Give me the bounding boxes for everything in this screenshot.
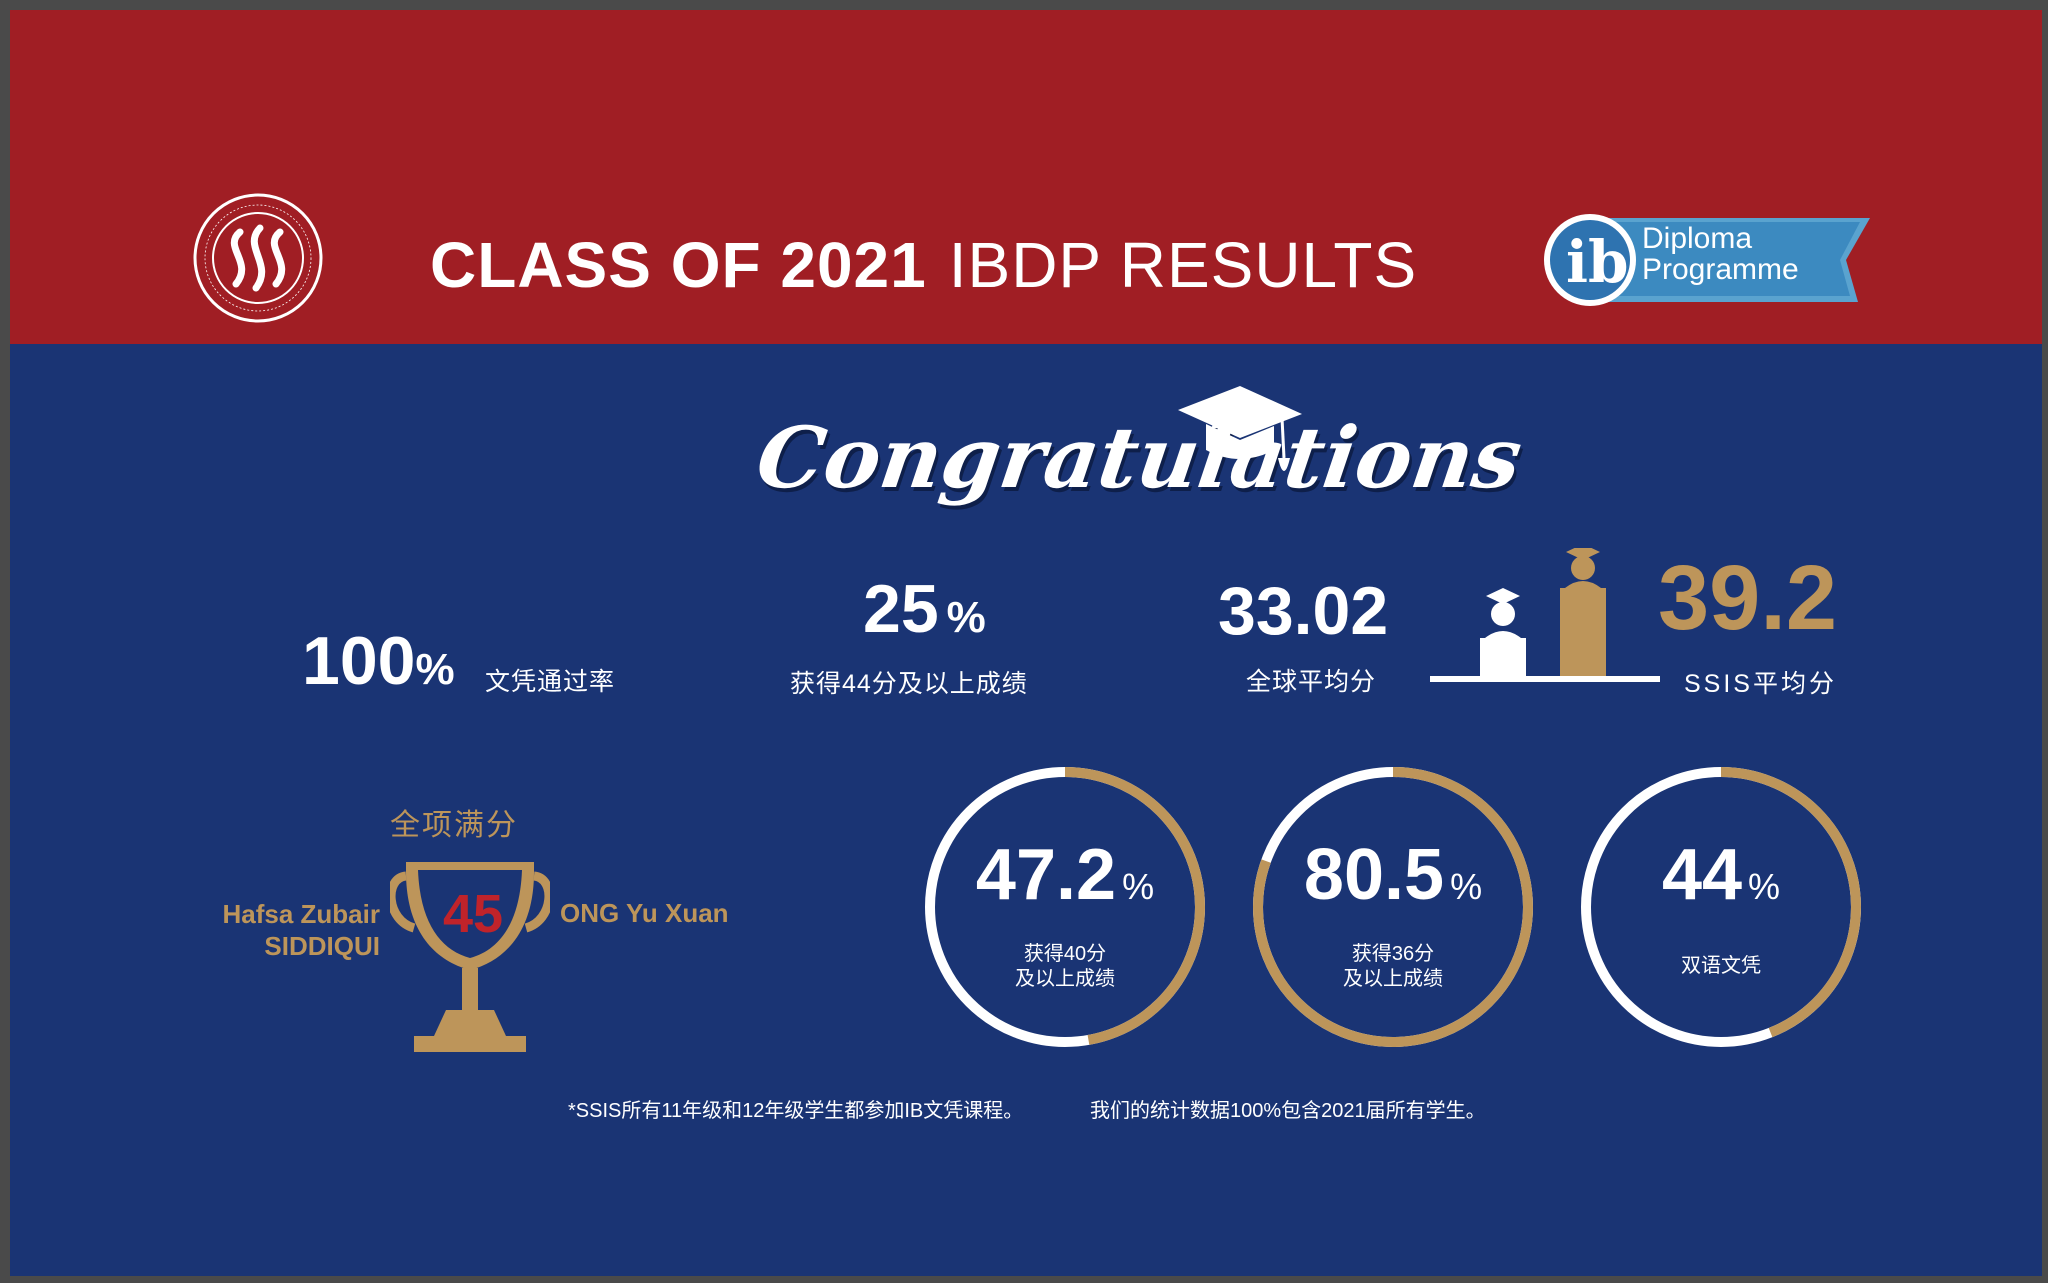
ring-label-2: 获得36分及以上成绩 (1248, 942, 1538, 992)
title-light: IBDP RESULTS (948, 229, 1418, 301)
pass-rate-unit: % (415, 645, 455, 694)
ring-number-3: 44 (1661, 835, 1743, 915)
ib-diploma-badge-icon: ib (1544, 214, 1870, 306)
perfect-score-label: 全项满分 (390, 809, 518, 842)
student-left-line2: SIDDIQUI (264, 931, 380, 961)
graduation-cap-icon (1178, 386, 1302, 471)
school-seal-icon (193, 193, 323, 323)
pass-rate-number: 100 (302, 623, 416, 699)
perfect-score-number: 45 (442, 884, 504, 944)
page-title: CLASS OF 2021 IBDP RESULTS (430, 228, 1418, 301)
pass-rate-value: 100% (302, 622, 455, 700)
ring-value-2: 80.5% (1248, 834, 1538, 916)
header-banner: CLASS OF 2021 IBDP RESULTS ib Diploma Pro… (10, 10, 2042, 344)
ssis-average-label: SSIS平均分 (1684, 670, 1837, 698)
ring-label-line1-1: 获得40分 (1023, 943, 1107, 965)
ring-chart-2 (1253, 767, 1533, 1047)
trophy-icon (390, 862, 550, 1052)
ring-progress-arc-1 (925, 767, 1205, 1047)
ib-text-line1: Diploma (1642, 222, 1753, 255)
student-name-left: Hafsa Zubair SIDDIQUI (180, 898, 381, 962)
ib-badge-text: Diploma Programme (1642, 223, 1799, 285)
global-average-label: 全球平均分 (1246, 668, 1377, 696)
ring-label-1: 获得40分及以上成绩 (920, 942, 1210, 992)
global-average-value: 33.02 (1218, 573, 1389, 649)
footnote-left: *SSIS所有11年级和12年级学生都参加IB文凭课程。 (568, 1100, 1024, 1122)
footnote-right: 我们的统计数据100%包含2021届所有学生。 (1090, 1100, 1486, 1122)
ring-value-3: 44% (1576, 834, 1866, 916)
congratulations-heading: Congratulations (751, 408, 1528, 507)
ib-text-line2: Programme (1642, 253, 1799, 286)
ring-unit-2: % (1450, 866, 1483, 907)
ring-progress-arc-3 (1581, 767, 1861, 1047)
student-left-line1: Hafsa Zubair (222, 899, 381, 929)
student-name-right: ONG Yu Xuan (560, 898, 729, 928)
pass-rate-label: 文凭通过率 (485, 668, 616, 696)
over44-value: 25% (863, 570, 986, 648)
ssis-average-value: 39.2 (1658, 547, 1838, 649)
ring-unit-3: % (1748, 866, 1781, 907)
ring-value-1: 47.2% (920, 834, 1210, 916)
ring-chart-1 (925, 767, 1205, 1047)
over44-label: 获得44分及以上成绩 (790, 670, 1028, 698)
podium-graduates-icon (1430, 548, 1660, 682)
ring-progress-arc-2 (1253, 767, 1533, 1047)
ring-number-2: 80.5 (1303, 835, 1445, 915)
ring-label-line2-2: 及以上成绩 (1343, 968, 1443, 990)
ring-label-line2-1: 及以上成绩 (1015, 968, 1115, 990)
infographic-frame: CLASS OF 2021 IBDP RESULTS ib Diploma Pro… (10, 10, 2042, 1276)
ring-label-line1-3: 双语文凭 (1681, 955, 1761, 977)
ring-label-line1-2: 获得36分 (1351, 943, 1435, 965)
over44-number: 25 (863, 571, 939, 647)
ring-label-3: 双语文凭 (1576, 954, 1866, 979)
svg-text:ib: ib (1566, 228, 1629, 296)
ring-number-1: 47.2 (975, 835, 1117, 915)
over44-unit: % (946, 593, 986, 642)
title-bold: CLASS OF 2021 (430, 229, 927, 301)
ring-chart-3 (1581, 767, 1861, 1047)
ring-unit-1: % (1122, 866, 1155, 907)
